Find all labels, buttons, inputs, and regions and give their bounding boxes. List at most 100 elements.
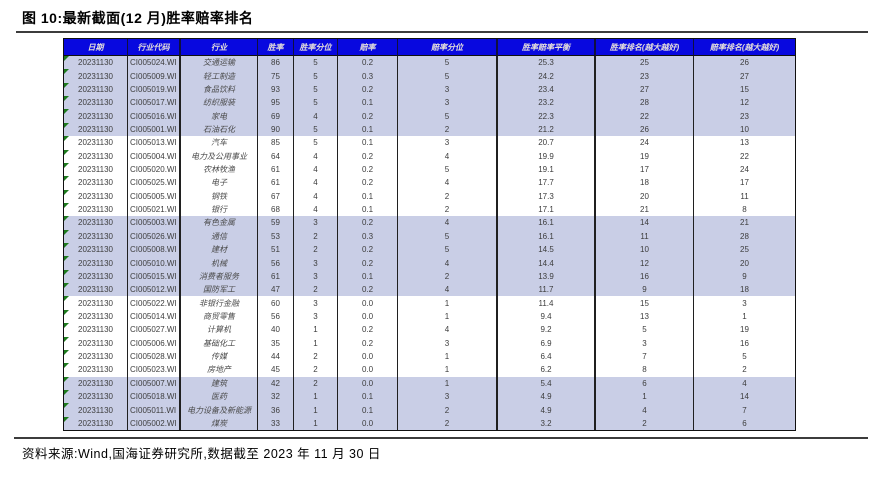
table-cell: 1 <box>294 416 338 431</box>
table-cell: 1 <box>294 389 338 404</box>
table-cell: 16.1 <box>498 229 596 244</box>
table-cell: 24 <box>596 136 694 150</box>
table-cell: 23.2 <box>498 96 596 110</box>
table-cell: 0.1 <box>338 269 398 284</box>
table-cell: 3 <box>596 336 694 350</box>
table-cell: 35 <box>258 336 294 350</box>
table-cell: 33 <box>258 416 294 431</box>
table-row: 20231130 CI005006.WI 基础化工 35 1 0.2 3 6.9 3 16 <box>64 336 795 350</box>
column-header: 行业代码 <box>128 39 181 56</box>
table-cell: 0.2 <box>338 56 398 70</box>
table-cell: 商贸零售 <box>181 309 258 324</box>
table-cell: 0.1 <box>338 96 398 110</box>
table-cell: 14 <box>740 392 749 402</box>
table-cell: 20231130 <box>64 176 128 190</box>
table-cell: CI005028.WI <box>128 349 181 364</box>
cell-corner-marker-icon <box>64 109 69 115</box>
column-header: 胜率排名(越大越好) <box>596 39 694 56</box>
table-cell: 4 <box>294 109 338 123</box>
table-cell: 45 <box>258 363 294 377</box>
table-cell: 消费者服务 <box>181 269 258 284</box>
table-cell: 0.1 <box>338 189 398 203</box>
table-cell: 8 <box>596 363 694 377</box>
table-cell: 5 <box>294 69 338 83</box>
table-cell: CI005009.WI <box>128 69 181 83</box>
table-cell: 通信 <box>181 229 258 244</box>
table-row: 20231130 CI005005.WI 钢铁 67 4 0.1 2 17.3 20 11 <box>64 189 795 203</box>
table-cell: 3 <box>294 216 338 230</box>
table-cell: 95 <box>258 96 294 110</box>
table-cell: 2 <box>294 243 338 257</box>
table-cell: 26 <box>596 122 694 137</box>
table-cell: 53 <box>258 229 294 244</box>
table-cell: 3 <box>398 389 498 404</box>
table-cell: 11.7 <box>498 283 596 297</box>
source-note: 资料来源:Wind,国海证券研究所,数据截至 2023 年 11 月 30 日 <box>22 447 381 461</box>
table-cell: 0.0 <box>338 376 398 390</box>
table-row: 20231130 CI005027.WI 计算机 40 1 0.2 4 9.2 5 19 <box>64 323 795 337</box>
table-cell: 85 <box>258 136 294 150</box>
table-cell: 5 <box>294 136 338 150</box>
table-cell: CI005014.WI <box>128 309 181 324</box>
table-cell: CI005018.WI <box>128 389 181 404</box>
table-cell: 4 <box>398 149 498 163</box>
table-cell: 22 <box>596 109 694 123</box>
table-cell: 4 <box>294 202 338 217</box>
table-cell: 3 <box>398 136 498 150</box>
table-cell: CI005015.WI <box>128 269 181 284</box>
table-cell: CI005008.WI <box>128 243 181 257</box>
table-cell: CI005020.WI <box>128 162 181 177</box>
table-cell: CI005001.WI <box>128 122 181 137</box>
table-cell: CI005023.WI <box>128 363 181 377</box>
table-row: 20231130 CI005003.WI 有色金属 59 3 0.2 4 16.1 14 21 <box>64 216 795 230</box>
table-cell: 2 <box>294 349 338 364</box>
table-cell: 基础化工 <box>181 336 258 350</box>
cell-corner-marker-icon <box>64 376 69 382</box>
table-cell: 传媒 <box>181 349 258 364</box>
table-cell: CI005017.WI <box>128 96 181 110</box>
cell-corner-marker-icon <box>64 69 69 75</box>
table-cell: CI005024.WI <box>128 56 181 70</box>
table-cell: CI005021.WI <box>128 202 181 217</box>
table-cell: 2 <box>294 229 338 244</box>
table-row: 20231130 CI005020.WI 农林牧渔 61 4 0.2 5 19.1 17 24 <box>64 162 795 177</box>
table-cell: 17 <box>740 178 749 188</box>
cell-corner-marker-icon <box>64 82 69 88</box>
table-cell: 18 <box>740 285 749 295</box>
table-cell: 10 <box>740 124 749 134</box>
table-cell: 44 <box>258 349 294 364</box>
table-cell: 0.2 <box>338 323 398 337</box>
table-cell: 5 <box>596 323 694 337</box>
table-header-row: 日期 行业代码 行业 胜率 胜率分位 赔率 赔率分位 胜率赔率平衡 胜率排名(越大越好) 赔率排名… <box>64 39 795 56</box>
table-cell: 1 <box>398 296 498 310</box>
table-cell: 90 <box>258 122 294 137</box>
table-cell: 17.7 <box>498 176 596 190</box>
table-body: 20231130 CI005024.WI 交通运输 86 5 0.2 5 25.3 25 26 20… <box>64 56 795 431</box>
table-cell: 3 <box>398 96 498 110</box>
table-cell: 9 <box>742 271 747 281</box>
table-cell: 4 <box>398 216 498 230</box>
table-cell: 17.1 <box>498 202 596 217</box>
table-cell: 3 <box>294 309 338 324</box>
table-cell: 56 <box>258 309 294 324</box>
table-cell: 4 <box>398 176 498 190</box>
table-cell: 15 <box>596 296 694 310</box>
cell-corner-marker-icon <box>64 202 69 208</box>
table-cell: 25 <box>596 56 694 70</box>
table-cell: 19 <box>596 149 694 163</box>
table-cell: 20231130 <box>64 202 128 217</box>
table-cell: 20231130 <box>64 283 128 297</box>
table-cell: 22 <box>740 151 749 161</box>
table-cell: 2 <box>742 365 747 375</box>
table-cell: 20231130 <box>64 336 128 350</box>
table-cell: 20 <box>596 189 694 203</box>
table-row: 20231130 CI005010.WI 机械 56 3 0.2 4 14.4 12 20 <box>64 256 795 270</box>
table-cell: 0.2 <box>338 82 398 97</box>
figure-title: 图 10:最新截面(12 月)胜率赔率排名 <box>22 10 254 26</box>
table-cell: 20231130 <box>64 363 128 377</box>
table-cell: 5 <box>398 109 498 123</box>
cell-corner-marker-icon <box>64 349 69 355</box>
table-row: 20231130 CI005026.WI 通信 53 2 0.3 5 16.1 11 28 <box>64 229 795 244</box>
table-cell: 20231130 <box>64 189 128 203</box>
table-cell: 42 <box>258 376 294 390</box>
